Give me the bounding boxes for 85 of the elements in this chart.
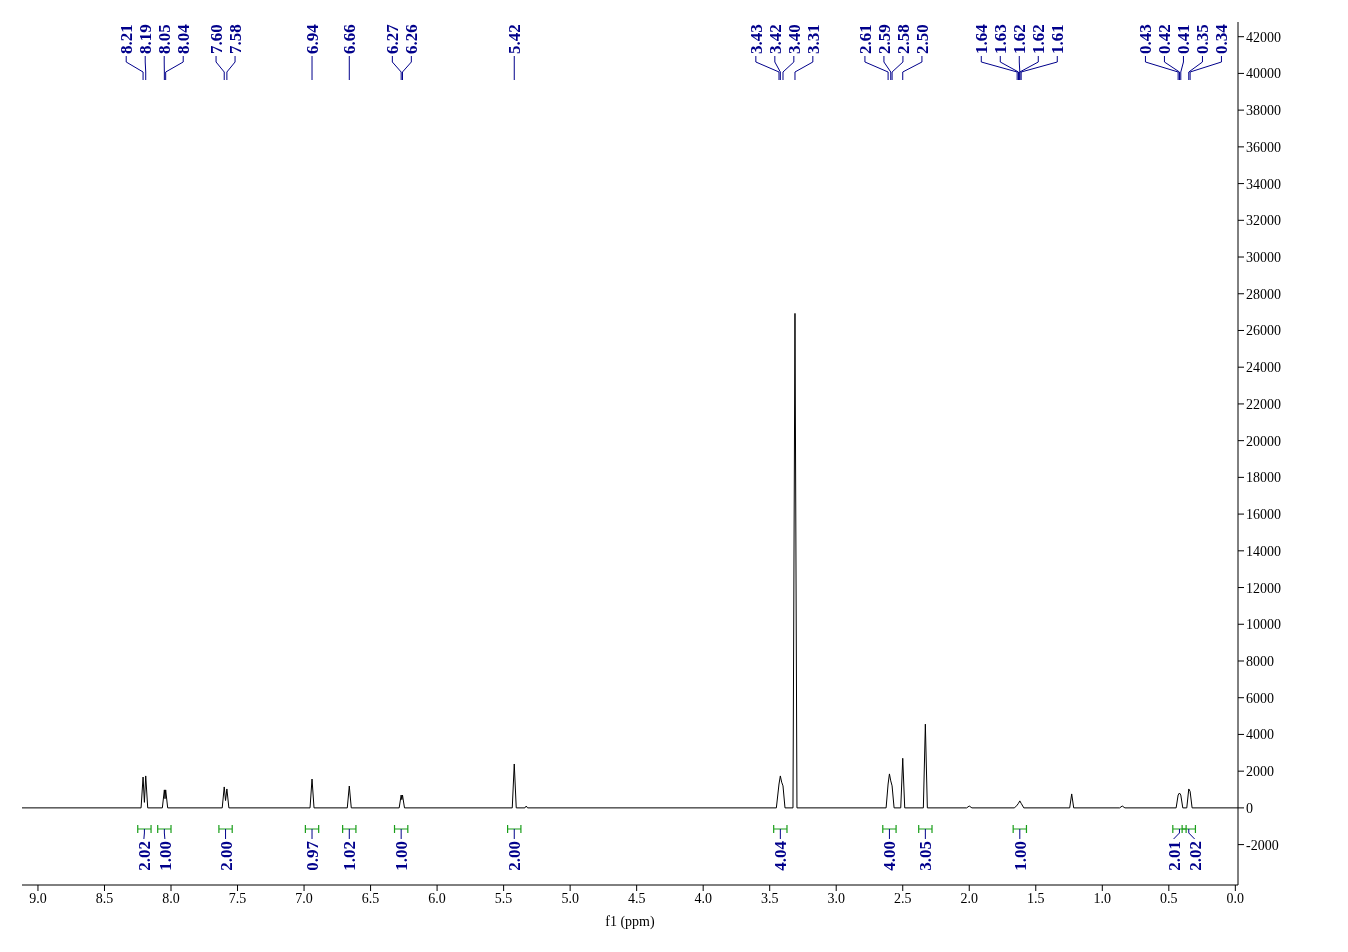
annotation: 0.41 [1174, 24, 1194, 54]
annotation: 6.26 [402, 24, 422, 54]
annotation: 6.27 [383, 23, 403, 54]
y-tick-label: -2000 [1246, 837, 1279, 853]
annotation: 4.00 [880, 841, 900, 871]
x-axis-title: f1 (ppm) [605, 914, 656, 930]
x-tick-label: 2.5 [893, 890, 912, 906]
x-tick-label: 0.0 [1226, 890, 1245, 906]
x-tick-label: 4.5 [627, 890, 646, 906]
annotation: 0.97 [303, 840, 323, 871]
y-tick-label: 30000 [1246, 250, 1281, 265]
x-tick-label: 3.5 [760, 890, 779, 906]
annotation: 1.00 [392, 841, 412, 871]
annotation: 3.42 [765, 24, 785, 54]
annotation: 3.31 [803, 24, 823, 54]
annotation: 2.61 [855, 24, 875, 54]
annotation: 2.02 [134, 841, 154, 871]
annotation: 1.02 [340, 841, 360, 871]
annotation: 6.66 [340, 24, 360, 54]
y-tick-label: 18000 [1246, 470, 1281, 486]
annotation: 8.04 [174, 23, 194, 54]
y-tick-label: 22000 [1246, 396, 1281, 412]
x-tick-label: 4.0 [694, 890, 712, 906]
annotation: 8.05 [155, 24, 175, 54]
y-tick-label: 42000 [1246, 29, 1281, 45]
x-tick-label: 5.0 [561, 890, 579, 906]
annotation: 1.00 [155, 841, 175, 871]
annotation: 7.58 [226, 24, 246, 54]
annotation: 2.50 [912, 24, 932, 54]
annotation: 1.62 [1010, 24, 1030, 54]
annotation: 7.60 [207, 24, 227, 54]
y-tick-label: 4000 [1246, 727, 1274, 743]
annotation: 0.34 [1212, 23, 1232, 54]
x-tick-label: 1.0 [1093, 890, 1112, 906]
annotation: 5.42 [505, 24, 525, 54]
x-tick-label: 7.5 [228, 890, 247, 906]
annotation: 2.02 [1185, 841, 1205, 871]
annotation: 3.43 [746, 24, 766, 54]
y-tick-label: 34000 [1246, 176, 1281, 192]
y-tick-label: 26000 [1246, 323, 1281, 339]
annotation: 0.43 [1136, 24, 1156, 54]
annotation: 2.00 [505, 841, 525, 871]
annotation: 2.01 [1164, 841, 1184, 871]
x-tick-label: 5.5 [494, 890, 513, 906]
annotation: 6.94 [303, 23, 323, 54]
x-tick-label: 2.0 [960, 890, 979, 906]
annotation: 8.19 [136, 24, 156, 54]
y-tick-label: 16000 [1246, 507, 1281, 523]
annotation: 3.05 [916, 841, 936, 871]
x-tick-label: 7.0 [295, 890, 313, 906]
y-tick-label: 2000 [1246, 764, 1274, 780]
x-tick-label: 9.0 [29, 890, 47, 906]
x-tick-label: 3.0 [827, 890, 845, 906]
x-tick-label: 8.0 [162, 890, 180, 906]
y-tick-label: 6000 [1246, 690, 1274, 706]
y-tick-label: 20000 [1246, 433, 1281, 449]
annotation: 1.63 [991, 24, 1011, 54]
y-tick-label: 40000 [1246, 66, 1281, 82]
annotation: 3.40 [784, 24, 804, 54]
annotation: 2.00 [216, 841, 236, 871]
annotation: 4.04 [771, 840, 791, 871]
annotation: 0.35 [1193, 24, 1213, 54]
annotation: 2.59 [874, 24, 894, 54]
y-tick-label: 8000 [1246, 653, 1274, 669]
y-tick-label: 28000 [1246, 286, 1281, 302]
x-tick-label: 6.0 [428, 890, 446, 906]
annotation: 1.00 [1010, 841, 1030, 871]
annotation: 0.42 [1155, 24, 1175, 54]
y-tick-label: 12000 [1246, 580, 1281, 596]
y-tick-label: 0 [1246, 800, 1253, 816]
y-tick-label: 38000 [1246, 103, 1281, 119]
x-tick-label: 8.5 [95, 890, 114, 906]
y-tick-label: 10000 [1246, 617, 1281, 633]
annotation: 8.21 [117, 24, 137, 54]
x-tick-label: 0.5 [1160, 890, 1178, 906]
y-tick-label: 36000 [1246, 139, 1281, 155]
annotation: 1.61 [1048, 24, 1068, 54]
y-tick-label: 32000 [1246, 213, 1281, 229]
x-tick-label: 6.5 [361, 890, 380, 906]
y-tick-label: 24000 [1246, 360, 1281, 376]
annotation: 2.58 [893, 24, 913, 54]
annotation: 1.62 [1029, 24, 1049, 54]
annotation: 1.64 [972, 23, 992, 54]
x-tick-label: 1.5 [1027, 890, 1045, 906]
y-tick-label: 14000 [1246, 543, 1281, 559]
